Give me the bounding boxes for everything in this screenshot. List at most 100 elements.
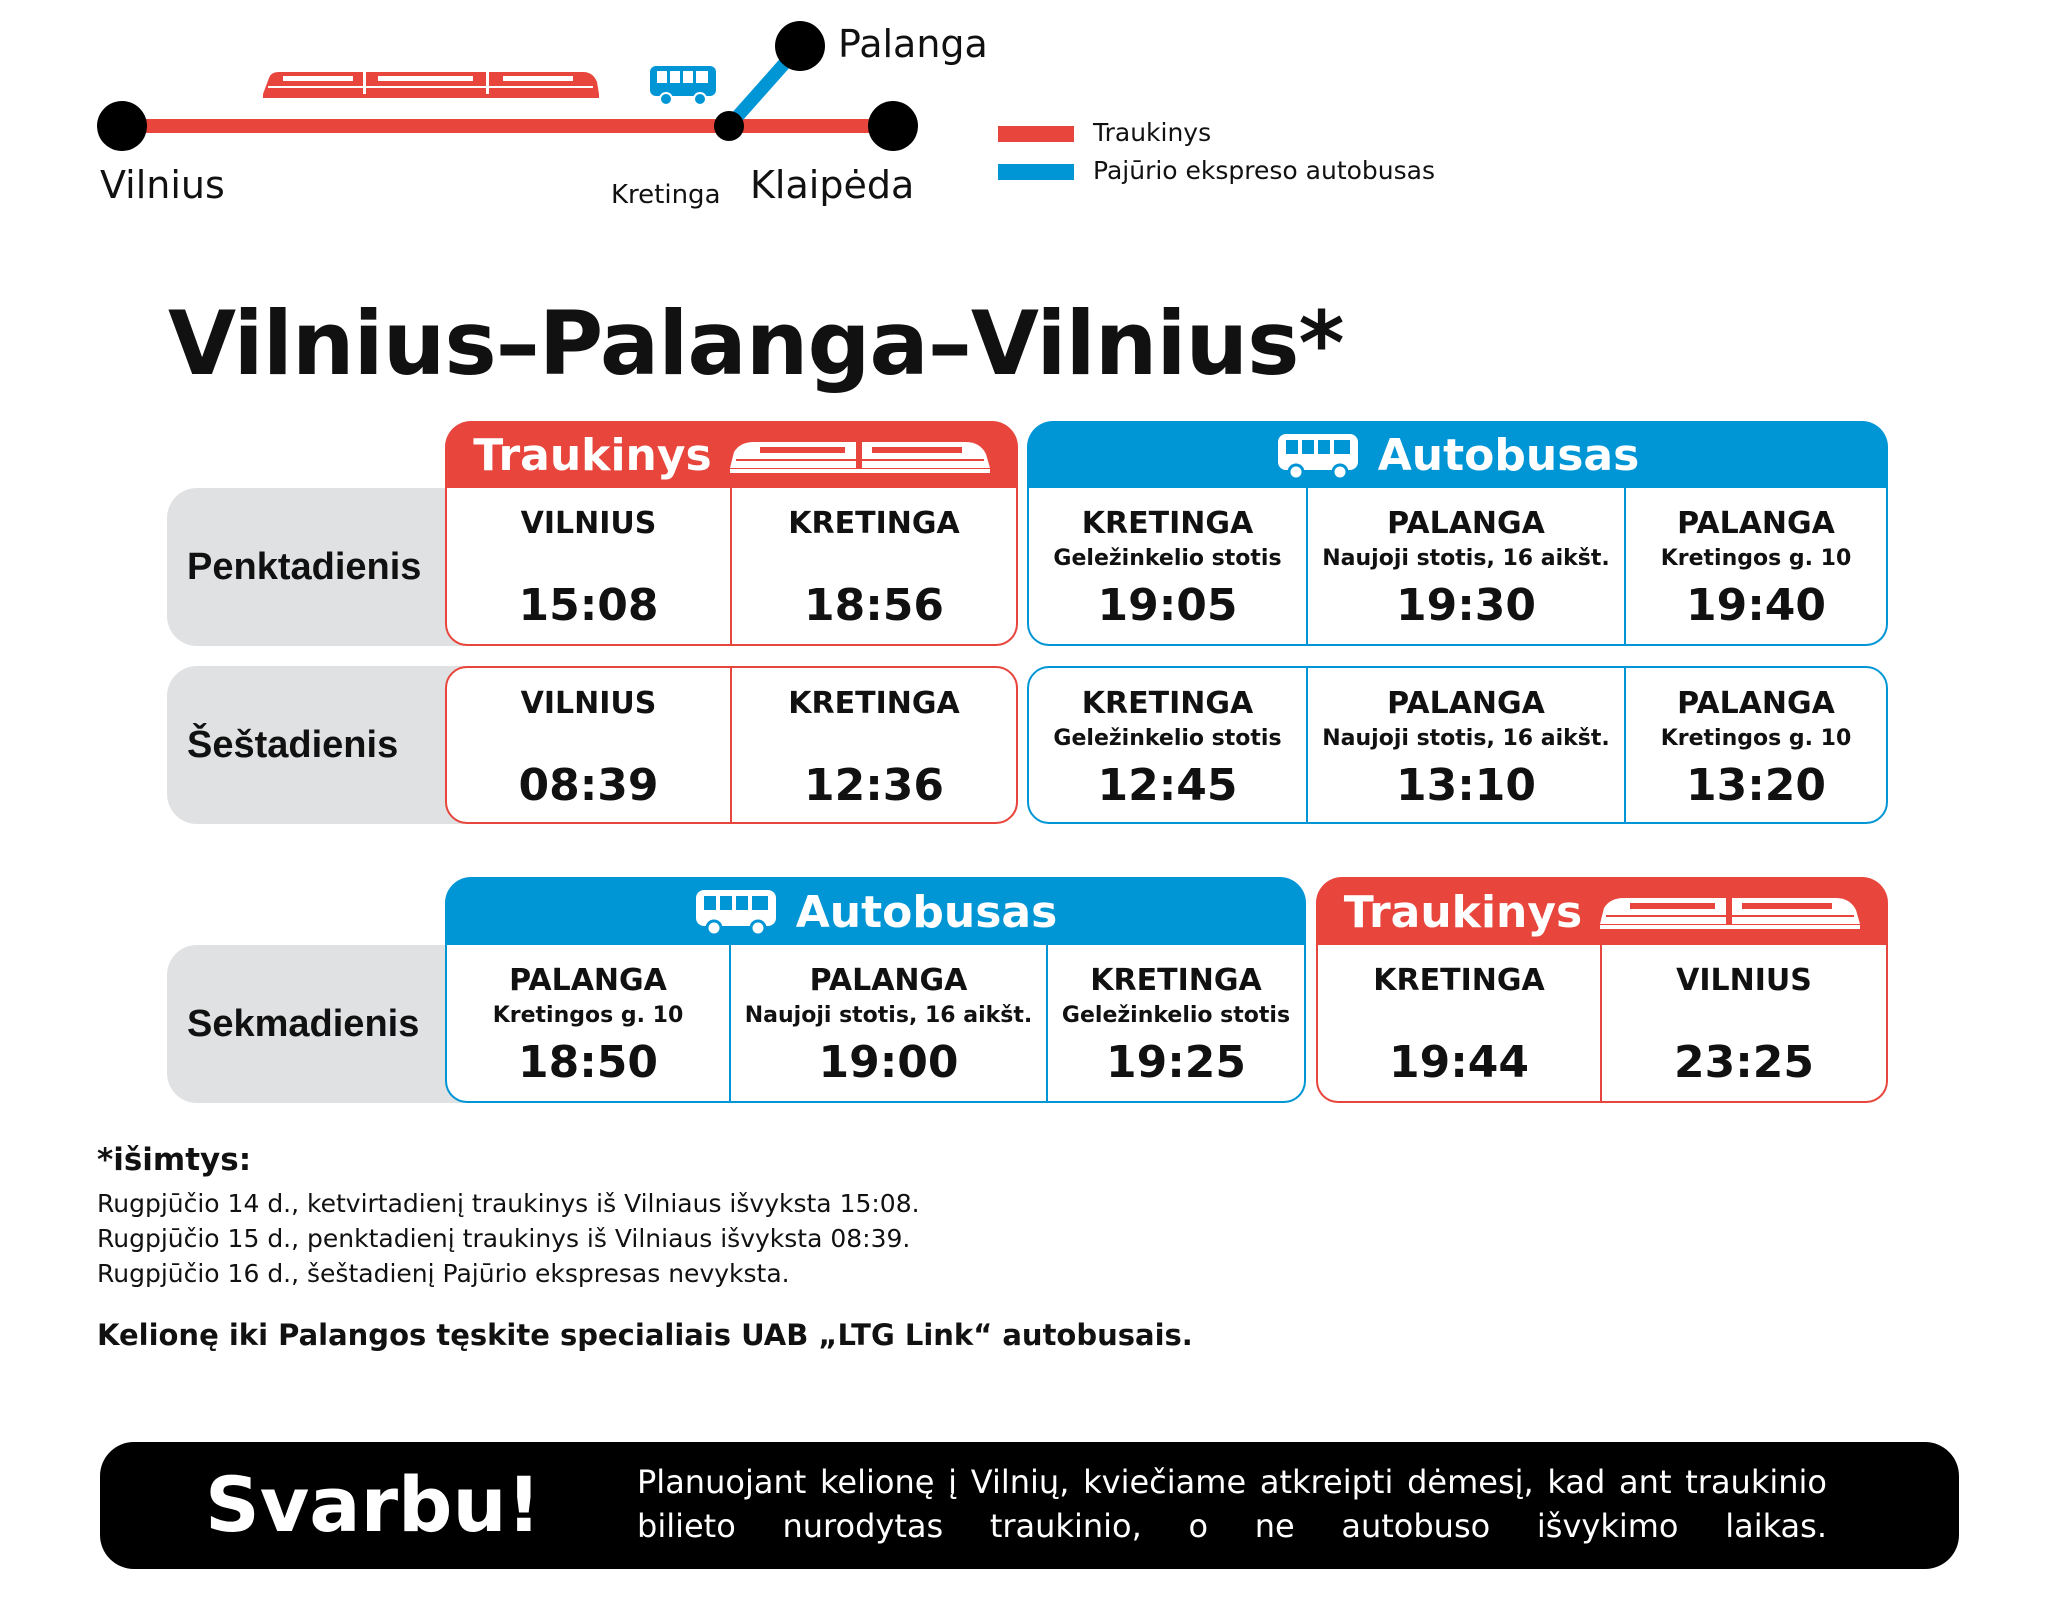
bus-group-label: Autobusas — [1377, 430, 1640, 481]
bus-group-header: Autobusas — [1027, 421, 1888, 490]
banner-title: Svarbu! — [205, 1460, 542, 1549]
station-label-vilnius: Vilnius — [100, 163, 225, 207]
stop-detail: Geležinkelio stotis — [1061, 1003, 1291, 1028]
legend-swatch-train — [998, 126, 1074, 142]
station-name: PALANGA — [809, 963, 968, 998]
stop-detail: Kretingos g. 10 — [1660, 726, 1852, 751]
exception-note: Rugpjūčio 14 d., ketvirtadienį traukinys… — [97, 1189, 920, 1218]
bus-continuation-note: Kelionę iki Palangos tęskite specialiais… — [97, 1318, 1193, 1352]
stop-detail: Geležinkelio stotis — [1053, 546, 1282, 571]
station-name: KRETINGA — [788, 506, 960, 541]
departure-time: 13:20 — [1685, 760, 1827, 811]
exception-note: Rugpjūčio 16 d., šeštadienį Pajūrio eksp… — [97, 1259, 790, 1288]
timetable-cell: KRETINGA 18:56 — [730, 488, 1016, 644]
bus-row: KRETINGA Geležinkelio stotis 19:05 PALANGA N… — [1027, 488, 1888, 646]
departure-time: 12:45 — [1097, 760, 1238, 811]
bus-icon — [1276, 432, 1360, 480]
station-name: KRETINGA — [1081, 686, 1254, 721]
train-row: VILNIUS 08:39 KRETINGA 12:36 — [445, 666, 1018, 824]
station-label-kretinga: Kretinga — [611, 180, 721, 210]
train-row: KRETINGA 19:44 VILNIUS 23:25 — [1316, 945, 1888, 1103]
bus-icon — [650, 66, 716, 106]
timetable-cell: PALANGA Naujoji stotis, 16 aikšt. 13:10 — [1306, 668, 1624, 822]
station-dot-vilnius — [97, 101, 147, 151]
station-name: VILNIUS — [1676, 963, 1812, 998]
timetable-cell: PALANGA Naujoji stotis, 16 aikšt. 19:00 — [729, 945, 1046, 1101]
station-dot-klaipeda — [868, 101, 918, 151]
train-icon — [1600, 894, 1861, 930]
timetable-cell: PALANGA Kretingos g. 10 19:40 — [1624, 488, 1886, 644]
bus-group-header: Autobusas — [445, 877, 1306, 947]
page-title: Vilnius–Palanga–Vilnius* — [168, 292, 1345, 395]
day-label: Sekmadienis — [167, 945, 467, 1103]
departure-time: 12:36 — [803, 760, 945, 811]
departure-time: 19:44 — [1388, 1037, 1530, 1088]
departure-time: 08:39 — [518, 760, 659, 811]
station-name: VILNIUS — [520, 506, 657, 541]
station-name: KRETINGA — [1090, 963, 1262, 998]
timetable-cell: KRETINGA 19:44 — [1318, 945, 1600, 1101]
stop-detail: Naujoji stotis, 16 aikšt. — [1322, 726, 1610, 751]
departure-time: 19:00 — [818, 1037, 959, 1088]
bus-row: PALANGA Kretingos g. 10 18:50 PALANGA Naujoj… — [445, 945, 1306, 1103]
stop-detail: Naujoji stotis, 16 aikšt. — [1322, 546, 1610, 571]
timetable-cell: KRETINGA Geležinkelio stotis 12:45 — [1029, 668, 1306, 822]
departure-time: 19:25 — [1105, 1037, 1247, 1088]
train-group-label: Traukinys — [1343, 886, 1583, 938]
legend-label-train: Traukinys — [1093, 118, 1212, 147]
departure-time: 19:30 — [1395, 580, 1537, 631]
timetable-cell: KRETINGA 12:36 — [730, 668, 1016, 822]
train-row: VILNIUS 15:08 KRETINGA 18:56 — [445, 488, 1018, 646]
timetable-cell: VILNIUS 15:08 — [447, 488, 730, 644]
train-group-header: Traukinys — [1316, 877, 1888, 947]
stop-detail: Geležinkelio stotis — [1053, 726, 1282, 751]
departure-time: 13:10 — [1395, 760, 1537, 811]
station-name: PALANGA — [1387, 506, 1545, 541]
station-name: PALANGA — [509, 963, 667, 998]
bus-group-label: Autobusas — [795, 886, 1058, 938]
station-dot-palanga — [775, 21, 825, 71]
station-name: PALANGA — [1387, 686, 1545, 721]
route-map — [97, 21, 1074, 180]
departure-time: 19:05 — [1097, 580, 1238, 631]
train-icon — [263, 72, 599, 98]
day-label: Šeštadienis — [167, 666, 467, 824]
stop-detail: Naujoji stotis, 16 aikšt. — [744, 1003, 1033, 1028]
legend-swatch-bus — [998, 164, 1074, 180]
station-name: KRETINGA — [1373, 963, 1545, 998]
train-group-label: Traukinys — [473, 430, 712, 481]
station-name: PALANGA — [1677, 686, 1835, 721]
bus-icon — [694, 888, 778, 936]
departure-time: 15:08 — [518, 580, 659, 631]
timetable-cell: KRETINGA Geležinkelio stotis 19:05 — [1029, 488, 1306, 644]
stop-detail: Kretingos g. 10 — [1660, 546, 1852, 571]
timetable-cell: VILNIUS 08:39 — [447, 668, 730, 822]
departure-time: 19:40 — [1685, 580, 1827, 631]
station-name: KRETINGA — [788, 686, 960, 721]
timetable-cell: PALANGA Kretingos g. 10 18:50 — [447, 945, 729, 1101]
station-name: VILNIUS — [520, 686, 657, 721]
departure-time: 18:56 — [803, 580, 945, 631]
train-group-header: Traukinys — [445, 421, 1018, 490]
train-route-line — [122, 119, 893, 133]
station-name: KRETINGA — [1081, 506, 1254, 541]
timetable-cell: KRETINGA Geležinkelio stotis 19:25 — [1046, 945, 1304, 1101]
day-label: Penktadienis — [167, 488, 467, 646]
departure-time: 23:25 — [1673, 1037, 1815, 1088]
station-label-palanga: Palanga — [838, 22, 988, 66]
station-dot-kretinga — [714, 111, 744, 141]
departure-time: 18:50 — [517, 1037, 659, 1088]
timetable-cell: VILNIUS 23:25 — [1600, 945, 1886, 1101]
legend-label-bus: Pajūrio ekspreso autobusas — [1093, 156, 1436, 185]
station-name: PALANGA — [1677, 506, 1835, 541]
timetable-cell: PALANGA Naujoji stotis, 16 aikšt. 19:30 — [1306, 488, 1624, 644]
timetable-cell: PALANGA Kretingos g. 10 13:20 — [1624, 668, 1886, 822]
exception-note: Rugpjūčio 15 d., penktadienį traukinys i… — [97, 1224, 911, 1253]
station-label-klaipeda: Klaipėda — [750, 163, 915, 207]
train-icon — [729, 438, 990, 474]
banner-text: Planuojant kelionę į Vilnių, kviečiame a… — [637, 1463, 1827, 1545]
exceptions-heading: *išimtys: — [97, 1142, 252, 1178]
important-banner: Svarbu! Planuojant kelionę į Vilnių, kvi… — [100, 1442, 1959, 1569]
stop-detail: Kretingos g. 10 — [492, 1003, 684, 1028]
bus-row: KRETINGA Geležinkelio stotis 12:45 PALANGA N… — [1027, 666, 1888, 824]
